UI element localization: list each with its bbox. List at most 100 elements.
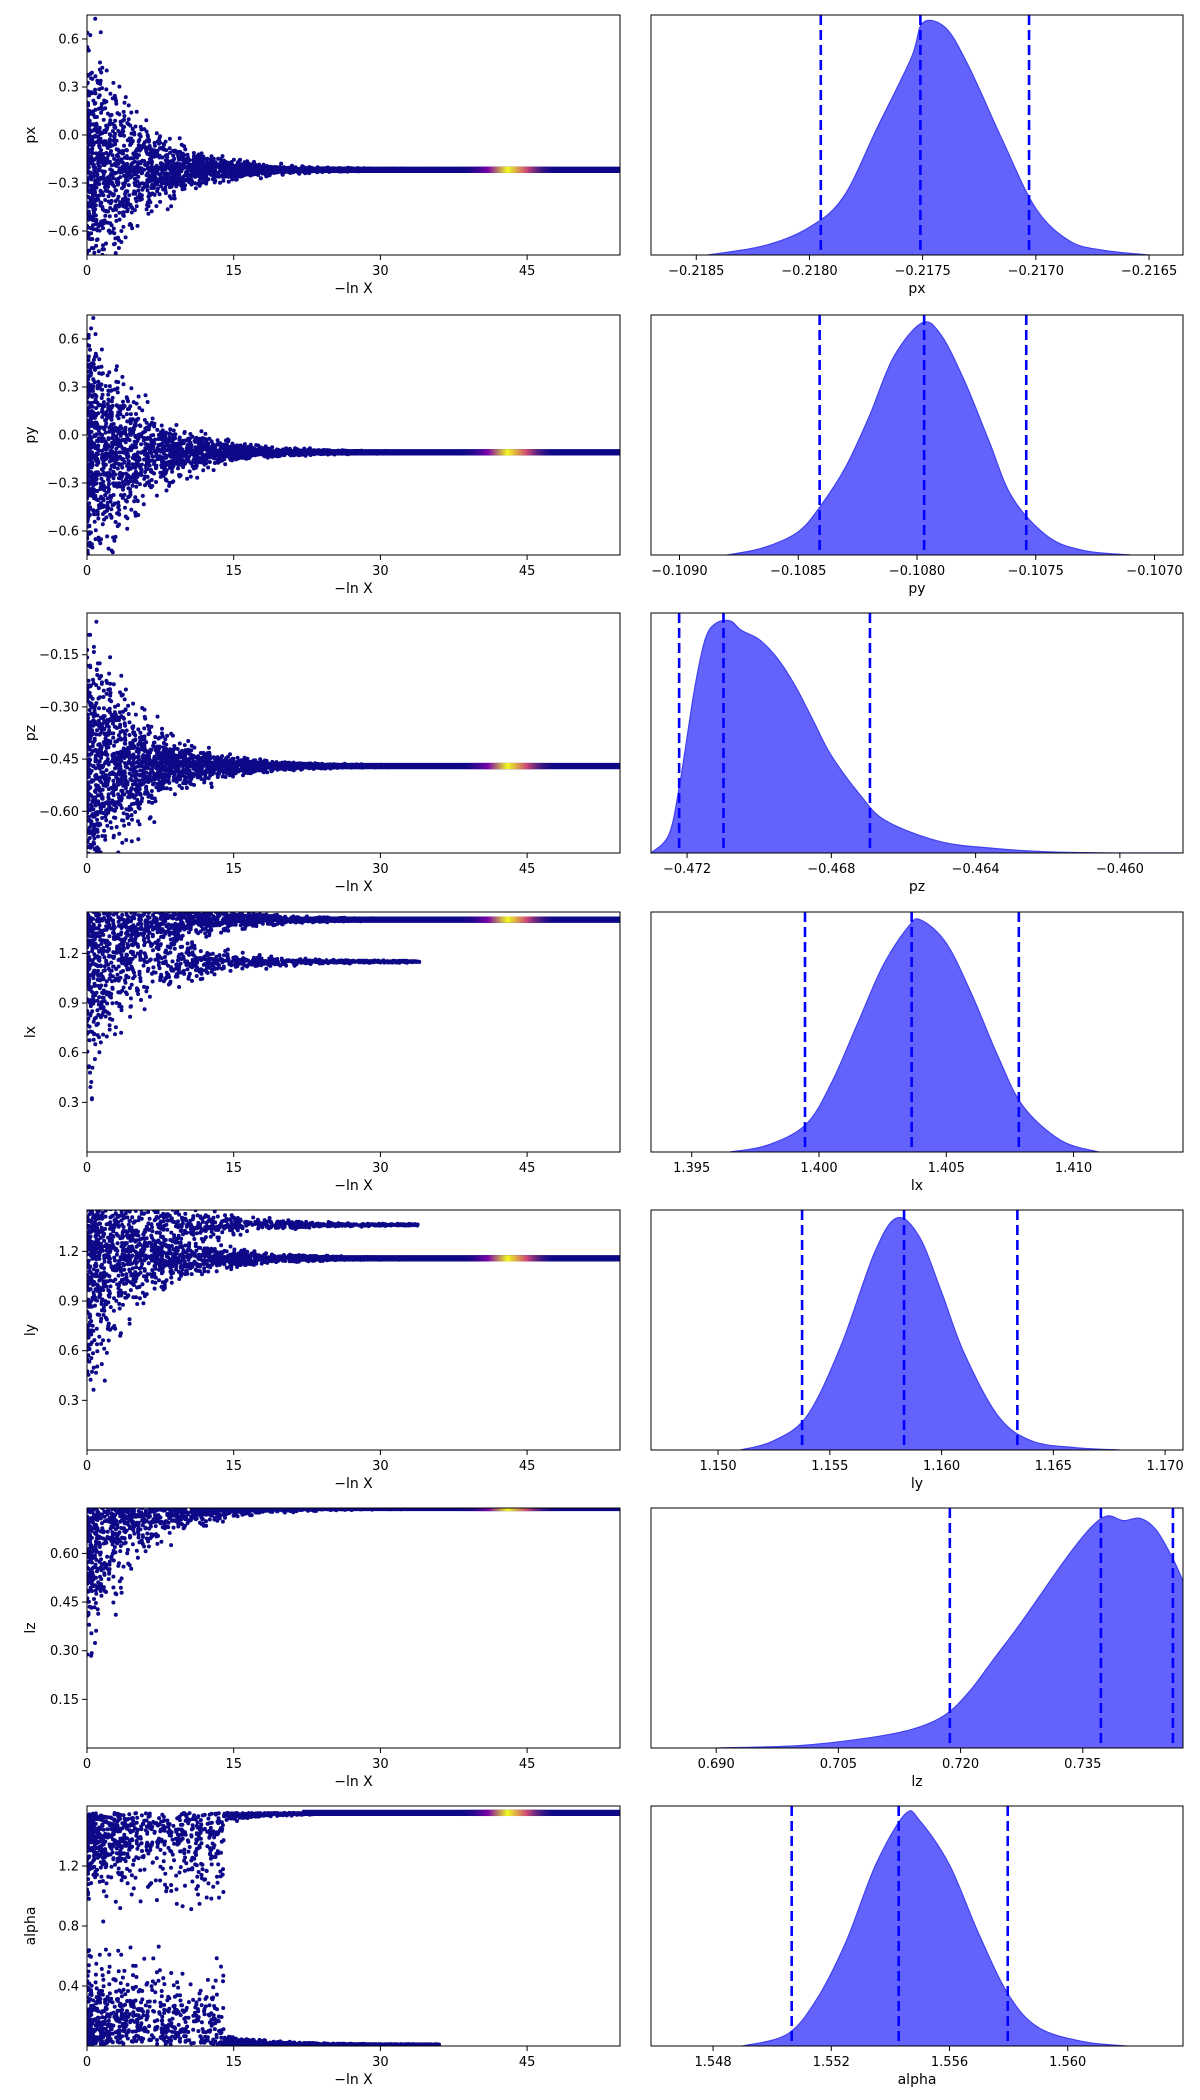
x-axis-label: −ln X [334,281,373,297]
x-axis-label: lx [911,1178,923,1194]
x-tick-label: 15 [225,1757,242,1772]
alpha-density [742,1810,1127,2046]
axes-frame [86,1507,621,1749]
y-tick-label: 0.3 [58,1394,79,1409]
x-tick-label: 45 [519,1459,536,1474]
y-tick-label: 0.9 [58,1295,79,1310]
lz-trace-points [87,1508,620,1658]
x-axis-label: −ln X [334,879,373,895]
px-trace-points [87,16,620,255]
x-tick-label: −0.1070 [1126,564,1182,579]
x-axis-label: −ln X [334,1476,373,1492]
y-axis-label: alpha [23,1907,39,1946]
high-weight-region [458,1255,557,1262]
x-tick-label: 15 [225,564,242,579]
x-tick-label: 0 [83,564,91,579]
lz-marginal-panel: 0.690 0.705 0.720 0.735 lz [650,1507,1184,1790]
x-tick-label: 30 [372,564,389,579]
alpha-trace-points [87,1809,620,2046]
ly-marginal-panel: 1.150 1.155 1.160 1.165 1.170 ly [650,1209,1184,1492]
x-axis-label: alpha [898,2072,937,2088]
high-weight-region [458,1508,557,1512]
lx-marginal-panel: 1.395 1.400 1.405 1.410 lx [650,911,1184,1194]
x-tick-label: 15 [225,264,242,279]
lx-trace-panel: 0 15 30 45 1.2 0.9 0.6 0.3 lx −ln X [23,911,621,1194]
x-tick-label: 1.560 [1049,2055,1086,2070]
y-tick-label: −0.60 [39,805,79,820]
x-tick-label: 1.400 [800,1161,837,1176]
x-tick-label: 1.552 [813,2055,850,2070]
y-tick-label: 0.4 [58,1980,79,1995]
y-axis-label: py [23,426,39,443]
x-tick-label: 45 [519,862,536,877]
x-tick-label: 45 [519,564,536,579]
y-tick-label: 0.45 [50,1596,79,1611]
x-tick-label: 1.160 [923,1459,960,1474]
y-tick-label: −0.30 [39,700,79,715]
px-trace-panel: 0 15 30 45 0.6 0.3 0.0 −0.3 −0.6 px −ln X [23,14,621,297]
x-axis-label: lz [911,1774,922,1790]
px-density [707,19,1150,255]
x-tick-label: −0.460 [1096,862,1144,877]
y-tick-label: 0.60 [50,1547,79,1562]
axes-frame [86,1209,621,1451]
py-marginal-panel: −0.1090 −0.1085 −0.1080 −0.1075 −0.1070 py [650,314,1184,597]
x-tick-label: 1.165 [1035,1459,1072,1474]
x-tick-label: −0.1080 [889,564,945,579]
high-weight-region [458,449,557,456]
axes-frame [650,1209,1184,1451]
y-tick-label: 0.6 [58,333,79,348]
x-tick-label: −0.1075 [1008,564,1064,579]
alpha-marginal-panel: 1.548 1.552 1.556 1.560 alpha [650,1805,1184,2088]
y-tick-label: 0.6 [58,1344,79,1359]
lx-trace-points [87,912,620,1102]
y-axis-label: pz [23,725,39,741]
y-axis-label: ly [23,1324,39,1336]
lz-trace-panel: 0 15 30 45 0.60 0.45 0.30 0.15 lz −ln X [23,1507,621,1790]
y-tick-label: 0.0 [58,429,79,444]
x-tick-label: 15 [225,862,242,877]
x-tick-label: −0.1085 [770,564,826,579]
x-tick-label: 15 [225,2055,242,2070]
y-tick-label: 0.3 [58,1096,79,1111]
x-tick-label: 0.690 [698,1757,735,1772]
x-tick-label: 0 [83,862,91,877]
axes-frame [650,1507,1184,1749]
px-marginal-panel: −0.2185 −0.2180 −0.2175 −0.2170 −0.2165 px [650,14,1184,297]
x-tick-label: 45 [519,1161,536,1176]
x-tick-label: −0.2170 [1008,264,1064,279]
ly-trace-panel: 0 15 30 45 1.2 0.9 0.6 0.3 ly −ln X [23,1209,621,1492]
x-tick-label: 1.170 [1147,1459,1184,1474]
x-tick-label: 0.720 [942,1757,979,1772]
x-tick-label: 30 [372,1459,389,1474]
axes-frame [650,14,1184,256]
ly-trace-points [87,1210,620,1392]
y-tick-label: 1.2 [58,1860,79,1875]
ly-density [740,1216,1121,1450]
x-tick-label: −0.2180 [781,264,837,279]
high-weight-region [458,916,557,923]
y-tick-label: −0.3 [47,177,79,192]
pz-density [651,619,1182,853]
x-tick-label: 0 [83,264,91,279]
x-tick-label: −0.1090 [651,564,707,579]
y-tick-label: 0.0 [58,129,79,144]
x-axis-label: ly [911,1476,923,1492]
high-weight-region [458,1809,557,1817]
x-tick-label: 1.548 [694,2055,731,2070]
x-tick-label: 0 [83,1459,91,1474]
high-weight-region [458,166,557,173]
x-axis-label: −ln X [334,2072,373,2088]
x-tick-label: −0.2185 [668,264,724,279]
x-tick-label: 15 [225,1459,242,1474]
x-axis-label: py [908,581,925,597]
y-tick-label: −0.45 [39,753,79,768]
x-tick-label: 0 [83,1161,91,1176]
axes-frame [86,14,621,256]
axes-frame [86,314,621,556]
x-tick-label: −0.472 [663,862,711,877]
x-tick-label: 0 [83,1757,91,1772]
py-trace-points [87,316,620,555]
y-tick-label: −0.15 [39,648,79,663]
